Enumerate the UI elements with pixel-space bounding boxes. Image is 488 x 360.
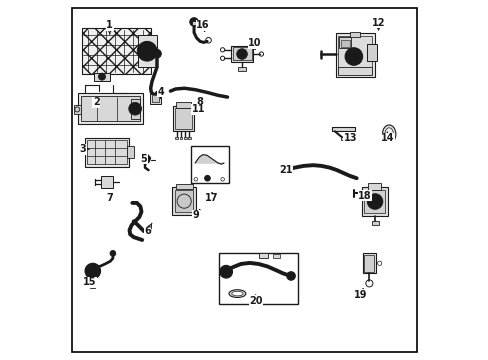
Circle shape [281, 167, 288, 174]
Text: 7: 7 [106, 193, 113, 203]
Bar [364, 255, 374, 272]
Circle shape [204, 175, 210, 181]
Bar [81, 96, 140, 121]
Circle shape [152, 49, 161, 58]
Text: 18: 18 [358, 191, 371, 201]
Text: 1: 1 [106, 21, 113, 34]
Bar [175, 137, 178, 139]
Circle shape [366, 194, 382, 209]
Bar [364, 190, 385, 213]
Bar [176, 102, 190, 108]
Bar [340, 40, 349, 47]
Circle shape [88, 267, 97, 275]
Text: 8: 8 [196, 98, 203, 108]
Bar [81, 28, 151, 74]
Bar [340, 136, 346, 140]
Bar [188, 137, 190, 139]
Text: 20: 20 [248, 295, 262, 306]
Bar [126, 147, 134, 158]
Text: 16: 16 [196, 21, 209, 32]
Bar [78, 93, 143, 124]
Bar [101, 176, 113, 188]
Bar [367, 183, 381, 189]
Circle shape [236, 49, 247, 59]
Circle shape [386, 132, 390, 136]
Bar [175, 184, 192, 189]
Bar [151, 95, 159, 102]
Text: 5: 5 [140, 154, 148, 164]
Bar [238, 67, 245, 71]
Ellipse shape [382, 125, 395, 143]
Text: 15: 15 [83, 276, 97, 287]
Ellipse shape [228, 290, 245, 297]
Bar [175, 190, 193, 212]
Polygon shape [195, 154, 224, 164]
Circle shape [370, 197, 379, 206]
Bar [179, 137, 182, 139]
Text: 2: 2 [93, 97, 100, 107]
Circle shape [219, 265, 232, 278]
Bar [335, 33, 374, 77]
Bar [90, 276, 95, 280]
Bar [87, 140, 127, 165]
Bar [138, 35, 157, 67]
Text: 14: 14 [380, 132, 393, 143]
Circle shape [345, 48, 362, 65]
Text: 11: 11 [191, 104, 205, 114]
Ellipse shape [231, 291, 243, 296]
Circle shape [98, 73, 105, 80]
Bar [219, 253, 298, 304]
Bar [331, 127, 354, 131]
Bar [231, 46, 252, 62]
Bar [349, 32, 359, 37]
Text: 13: 13 [343, 132, 356, 143]
Text: 4: 4 [157, 87, 163, 98]
Bar [371, 221, 378, 225]
Bar [366, 44, 376, 61]
Bar [361, 187, 387, 216]
Bar [190, 146, 228, 183]
Bar [85, 138, 129, 167]
Circle shape [128, 102, 141, 115]
Bar [172, 187, 196, 215]
Bar [232, 48, 251, 60]
Circle shape [137, 41, 157, 61]
Text: 3: 3 [80, 144, 89, 154]
Bar [338, 36, 371, 74]
Bar [191, 21, 196, 26]
Bar [338, 37, 351, 48]
Bar [273, 254, 279, 258]
Text: 6: 6 [144, 223, 152, 236]
Circle shape [189, 18, 198, 26]
Bar [173, 106, 193, 131]
Text: 9: 9 [192, 210, 200, 220]
Bar [258, 253, 268, 258]
Bar [175, 108, 191, 129]
Text: 17: 17 [205, 193, 218, 203]
Bar [338, 67, 371, 75]
Bar [90, 285, 95, 288]
Text: 12: 12 [371, 18, 385, 30]
Circle shape [222, 268, 229, 275]
Circle shape [348, 51, 358, 62]
Bar [74, 105, 81, 114]
Bar [362, 253, 375, 274]
Bar [94, 73, 109, 81]
Text: 10: 10 [248, 38, 261, 49]
Circle shape [141, 46, 152, 57]
Bar [150, 94, 160, 104]
Text: 21: 21 [279, 165, 292, 175]
Circle shape [85, 263, 101, 279]
Text: 19: 19 [353, 289, 366, 300]
Bar [183, 137, 186, 139]
Ellipse shape [384, 128, 392, 140]
Bar [131, 99, 140, 119]
Circle shape [286, 272, 295, 280]
Circle shape [110, 251, 116, 256]
